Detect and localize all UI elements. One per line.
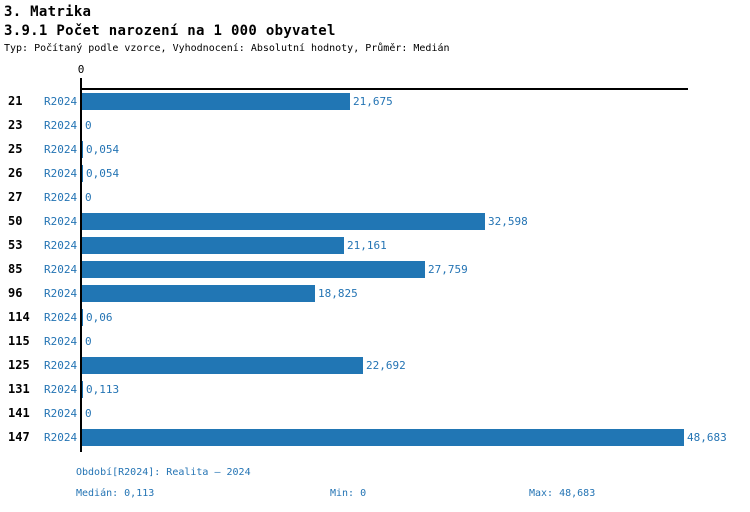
row-series-label: R2024 — [44, 287, 78, 300]
row-series-label: R2024 — [44, 383, 78, 396]
value-bar — [82, 141, 83, 158]
chart-row: 96 R2024 18,825 — [0, 285, 750, 302]
row-series-label: R2024 — [44, 119, 78, 132]
chart-row: 147 R2024 48,683 — [0, 429, 750, 446]
row-series-label: R2024 — [44, 215, 78, 228]
chart-row: 85 R2024 27,759 — [0, 261, 750, 278]
value-bar — [82, 429, 684, 446]
row-series-label: R2024 — [44, 191, 78, 204]
x-axis-line — [80, 88, 688, 90]
bar-value-label: 0,113 — [86, 383, 120, 396]
row-series-label: R2024 — [44, 263, 78, 276]
chart-row: 50 R2024 32,598 — [0, 213, 750, 230]
row-category-label: 131 — [8, 382, 30, 396]
value-bar — [82, 93, 350, 110]
row-category-label: 26 — [8, 166, 23, 180]
value-bar — [82, 213, 485, 230]
value-bar — [82, 357, 363, 374]
chart-row: 125 R2024 22,692 — [0, 357, 750, 374]
chart-row: 141 R2024 0 — [0, 405, 750, 422]
value-bar — [82, 285, 315, 302]
bar-value-label: 18,825 — [318, 287, 358, 300]
chart-row: 25 R2024 0,054 — [0, 141, 750, 158]
chart-row: 53 R2024 21,161 — [0, 237, 750, 254]
row-series-label: R2024 — [44, 239, 78, 252]
bar-value-label: 0,06 — [86, 311, 113, 324]
row-category-label: 27 — [8, 190, 23, 204]
bar-value-label: 0 — [85, 407, 92, 420]
bar-value-label: 21,675 — [353, 95, 393, 108]
chart-row: 21 R2024 21,675 — [0, 93, 750, 110]
row-series-label: R2024 — [44, 95, 78, 108]
row-series-label: R2024 — [44, 143, 78, 156]
row-series-label: R2024 — [44, 335, 78, 348]
row-category-label: 96 — [8, 286, 23, 300]
row-category-label: 21 — [8, 94, 23, 108]
row-category-label: 23 — [8, 118, 23, 132]
chart-row: 115 R2024 0 — [0, 333, 750, 350]
bar-value-label: 0 — [85, 119, 92, 132]
page-title: 3. Matrika — [4, 4, 92, 20]
value-bar — [82, 237, 344, 254]
footer-period-label: Období[R2024]: Realita – 2024 — [76, 467, 251, 478]
row-series-label: R2024 — [44, 359, 78, 372]
bar-value-label: 0,054 — [86, 143, 120, 156]
bar-value-label: 22,692 — [366, 359, 406, 372]
bar-value-label: 0 — [85, 191, 92, 204]
row-series-label: R2024 — [44, 311, 78, 324]
value-bar — [82, 165, 83, 182]
chart-row: 23 R2024 0 — [0, 117, 750, 134]
footer-min-label: Min: 0 — [330, 488, 367, 499]
value-bar — [82, 309, 83, 326]
chart-row: 27 R2024 0 — [0, 189, 750, 206]
x-axis-zero-tick-label: 0 — [77, 63, 85, 76]
row-category-label: 115 — [8, 334, 30, 348]
y-axis-line — [80, 78, 82, 452]
bar-value-label: 48,683 — [687, 431, 727, 444]
value-bar — [82, 261, 425, 278]
row-series-label: R2024 — [44, 407, 78, 420]
chart-row: 131 R2024 0,113 — [0, 381, 750, 398]
row-category-label: 147 — [8, 430, 30, 444]
row-category-label: 141 — [8, 406, 30, 420]
bar-value-label: 0 — [85, 335, 92, 348]
bar-value-label: 27,759 — [428, 263, 468, 276]
row-category-label: 50 — [8, 214, 23, 228]
row-category-label: 25 — [8, 142, 23, 156]
chart-title: 3.9.1 Počet narození na 1 000 obyvatel — [4, 23, 336, 39]
row-series-label: R2024 — [44, 167, 78, 180]
row-series-label: R2024 — [44, 431, 78, 444]
row-category-label: 125 — [8, 358, 30, 372]
chart-row: 114 R2024 0,06 — [0, 309, 750, 326]
chart-row: 26 R2024 0,054 — [0, 165, 750, 182]
footer-median-label: Medián: 0,113 — [76, 488, 155, 499]
chart-meta-line: Typ: Počítaný podle vzorce, Vyhodnocení:… — [4, 43, 450, 54]
row-category-label: 53 — [8, 238, 23, 252]
row-category-label: 85 — [8, 262, 23, 276]
bar-value-label: 21,161 — [347, 239, 387, 252]
value-bar — [82, 381, 83, 398]
footer-max-label: Max: 48,683 — [529, 488, 596, 499]
bar-value-label: 32,598 — [488, 215, 528, 228]
row-category-label: 114 — [8, 310, 30, 324]
bar-value-label: 0,054 — [86, 167, 120, 180]
